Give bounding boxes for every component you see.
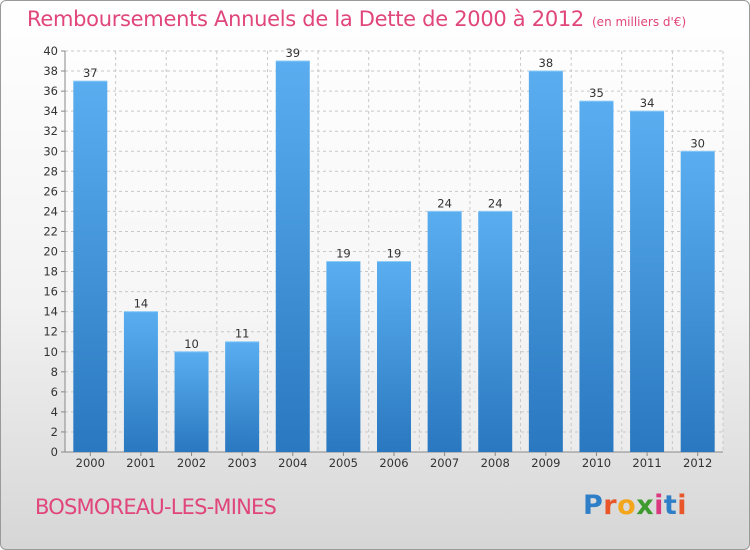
x-tick-label: 2003	[228, 456, 257, 470]
x-tick-label: 2005	[329, 456, 358, 470]
bar-value-label: 19	[336, 247, 351, 261]
logo-letter: t	[663, 490, 678, 521]
y-tick-label: 24	[43, 204, 58, 218]
y-tick-label: 0	[51, 445, 58, 459]
logo-letter: i	[654, 490, 664, 521]
x-tick-label: 2002	[177, 456, 206, 470]
y-tick-label: 32	[43, 124, 58, 138]
bar-value-label: 38	[539, 56, 554, 70]
y-tick-label: 36	[43, 84, 58, 98]
y-tick-label: 34	[43, 104, 58, 118]
bar-value-label: 19	[387, 247, 402, 261]
bar-value-label: 37	[83, 66, 98, 80]
x-tick-label: 2008	[481, 456, 510, 470]
chart-unit: (en milliers d'€)	[592, 15, 687, 29]
x-tick-label: 2001	[126, 456, 155, 470]
y-tick-label: 40	[43, 44, 58, 58]
x-tick-label: 2004	[278, 456, 307, 470]
y-tick-label: 22	[43, 224, 58, 238]
y-tick-label: 18	[43, 265, 58, 279]
y-tick-label: 8	[51, 365, 58, 379]
bar	[579, 101, 614, 452]
y-tick-label: 38	[43, 64, 58, 78]
bar	[630, 111, 665, 453]
proxiti-logo: Proxiti	[583, 490, 687, 521]
logo-letter: r	[603, 490, 618, 521]
bars	[73, 60, 715, 453]
x-tick-label: 2010	[582, 456, 611, 470]
bar-value-label: 39	[285, 46, 300, 60]
y-tick-label: 10	[43, 345, 58, 359]
y-tick-label: 28	[43, 164, 58, 178]
bar	[174, 351, 209, 452]
bar-value-label: 30	[690, 136, 705, 150]
logo-letter: x	[636, 490, 655, 521]
y-tick-label: 26	[43, 184, 58, 198]
bar	[225, 341, 260, 452]
x-tick-label: 2009	[531, 456, 560, 470]
x-tick-label: 2007	[430, 456, 459, 470]
bar-value-label: 24	[488, 196, 503, 210]
x-tick-label: 2006	[379, 456, 408, 470]
bar	[326, 261, 361, 452]
bar	[123, 311, 158, 452]
bar-value-label: 35	[589, 86, 604, 100]
bar-value-label: 34	[640, 96, 655, 110]
bar-value-label: 24	[437, 196, 452, 210]
bar	[73, 81, 108, 452]
bar-value-label: 11	[235, 327, 250, 341]
bar	[427, 211, 462, 452]
y-tick-label: 14	[43, 305, 58, 319]
bar	[377, 261, 411, 452]
bar	[478, 211, 513, 452]
y-tick-label: 4	[51, 405, 58, 419]
logo-letter: o	[617, 490, 637, 521]
chart-title: Remboursements Annuels de la Dette de 20…	[27, 7, 686, 31]
x-tick-label: 2012	[683, 456, 712, 470]
bar	[680, 151, 715, 452]
y-tick-label: 30	[43, 144, 58, 158]
bar-value-label: 10	[184, 337, 199, 351]
chart-title-text: Remboursements Annuels de la Dette de 20…	[27, 7, 584, 31]
y-tick-label: 2	[51, 425, 58, 439]
logo-letter: P	[583, 490, 604, 521]
y-tick-label: 12	[43, 325, 58, 339]
bar	[528, 71, 563, 453]
y-tick-label: 6	[51, 385, 58, 399]
y-tick-label: 16	[43, 285, 58, 299]
x-tick-label: 2000	[76, 456, 105, 470]
x-tick-label: 2011	[632, 456, 661, 470]
bar-value-label: 14	[134, 297, 149, 311]
commune-name: BOSMOREAU-LES-MINES	[35, 495, 277, 519]
logo-letter: i	[677, 490, 688, 521]
y-tick-label: 20	[43, 245, 58, 259]
labels: 0246810121416182022242628303234363840372…	[43, 44, 712, 470]
bar	[275, 61, 310, 453]
